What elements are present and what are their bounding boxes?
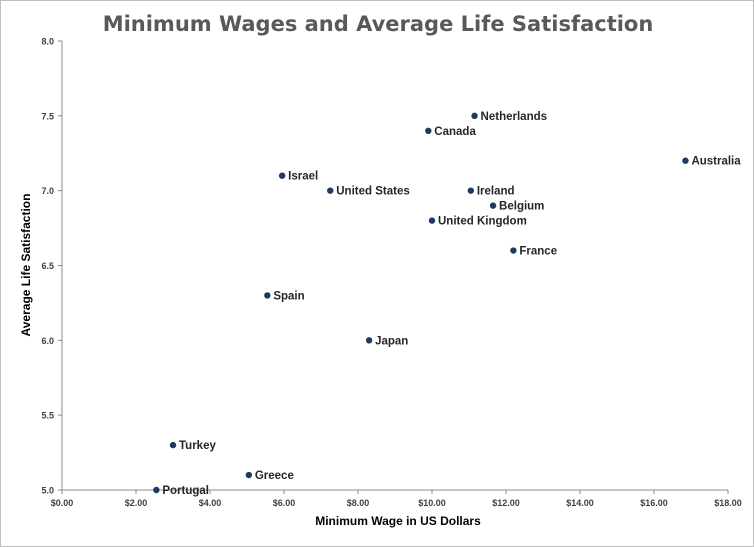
y-tick-label: 5.5 (41, 411, 54, 421)
data-label: Turkey (179, 440, 216, 452)
data-point (169, 441, 177, 449)
data-label: France (519, 246, 557, 258)
data-label: Japan (375, 335, 408, 347)
x-tick-label: $14.00 (566, 498, 594, 508)
data-label: Spain (273, 290, 304, 302)
data-point (489, 202, 497, 209)
x-tick-label: $10.00 (418, 498, 446, 508)
data-point (510, 247, 517, 254)
data-point (471, 112, 478, 120)
data-label: Belgium (499, 201, 544, 213)
data-point (682, 157, 689, 164)
data-label: United States (336, 186, 410, 198)
y-tick-label: 8.0 (41, 37, 54, 47)
x-tick-label: $8.00 (347, 498, 370, 508)
data-point (425, 127, 432, 134)
y-tick-label: 7.0 (41, 186, 54, 196)
plot-area: 5.0 5.5 6.0 6.5 7.0 7.5 8.0 $0.00 $2.00 $4.00 $6.0… (41, 37, 741, 509)
x-tick-label: $2.00 (125, 498, 148, 508)
data-point (245, 471, 253, 479)
x-tick-label: $16.00 (640, 498, 668, 508)
data-label: Netherlands (481, 111, 547, 123)
data-label: United Kingdom (438, 216, 527, 228)
data-point (153, 486, 160, 494)
data-label: Canada (434, 126, 476, 138)
data-label: Australia (691, 156, 741, 168)
data-point (264, 292, 271, 299)
data-point (365, 337, 373, 344)
chart-title: Minimum Wages and Average Life Satisfact… (103, 12, 654, 36)
x-tick-label: $12.00 (492, 498, 520, 508)
x-tick-label: $6.00 (273, 498, 296, 508)
data-label: Portugal (162, 485, 209, 497)
data-point (327, 187, 334, 194)
data-label: Israel (288, 171, 318, 183)
data-point (278, 172, 286, 179)
data-point (467, 187, 475, 194)
y-axis-title: Average Life Satisfaction (19, 194, 33, 337)
y-tick-label: 7.5 (41, 111, 54, 121)
y-tick-label: 6.0 (41, 336, 54, 346)
data-label: Greece (255, 470, 294, 482)
data-label: Ireland (477, 186, 515, 198)
x-axis-title: Minimum Wage in US Dollars (315, 514, 481, 528)
y-tick-label: 5.0 (41, 486, 54, 496)
x-tick-label: $0.00 (51, 498, 74, 508)
data-point (428, 217, 436, 224)
y-tick-label: 6.5 (41, 261, 54, 271)
x-tick-label: $18.00 (714, 498, 742, 508)
x-tick-label: $4.00 (199, 498, 222, 508)
